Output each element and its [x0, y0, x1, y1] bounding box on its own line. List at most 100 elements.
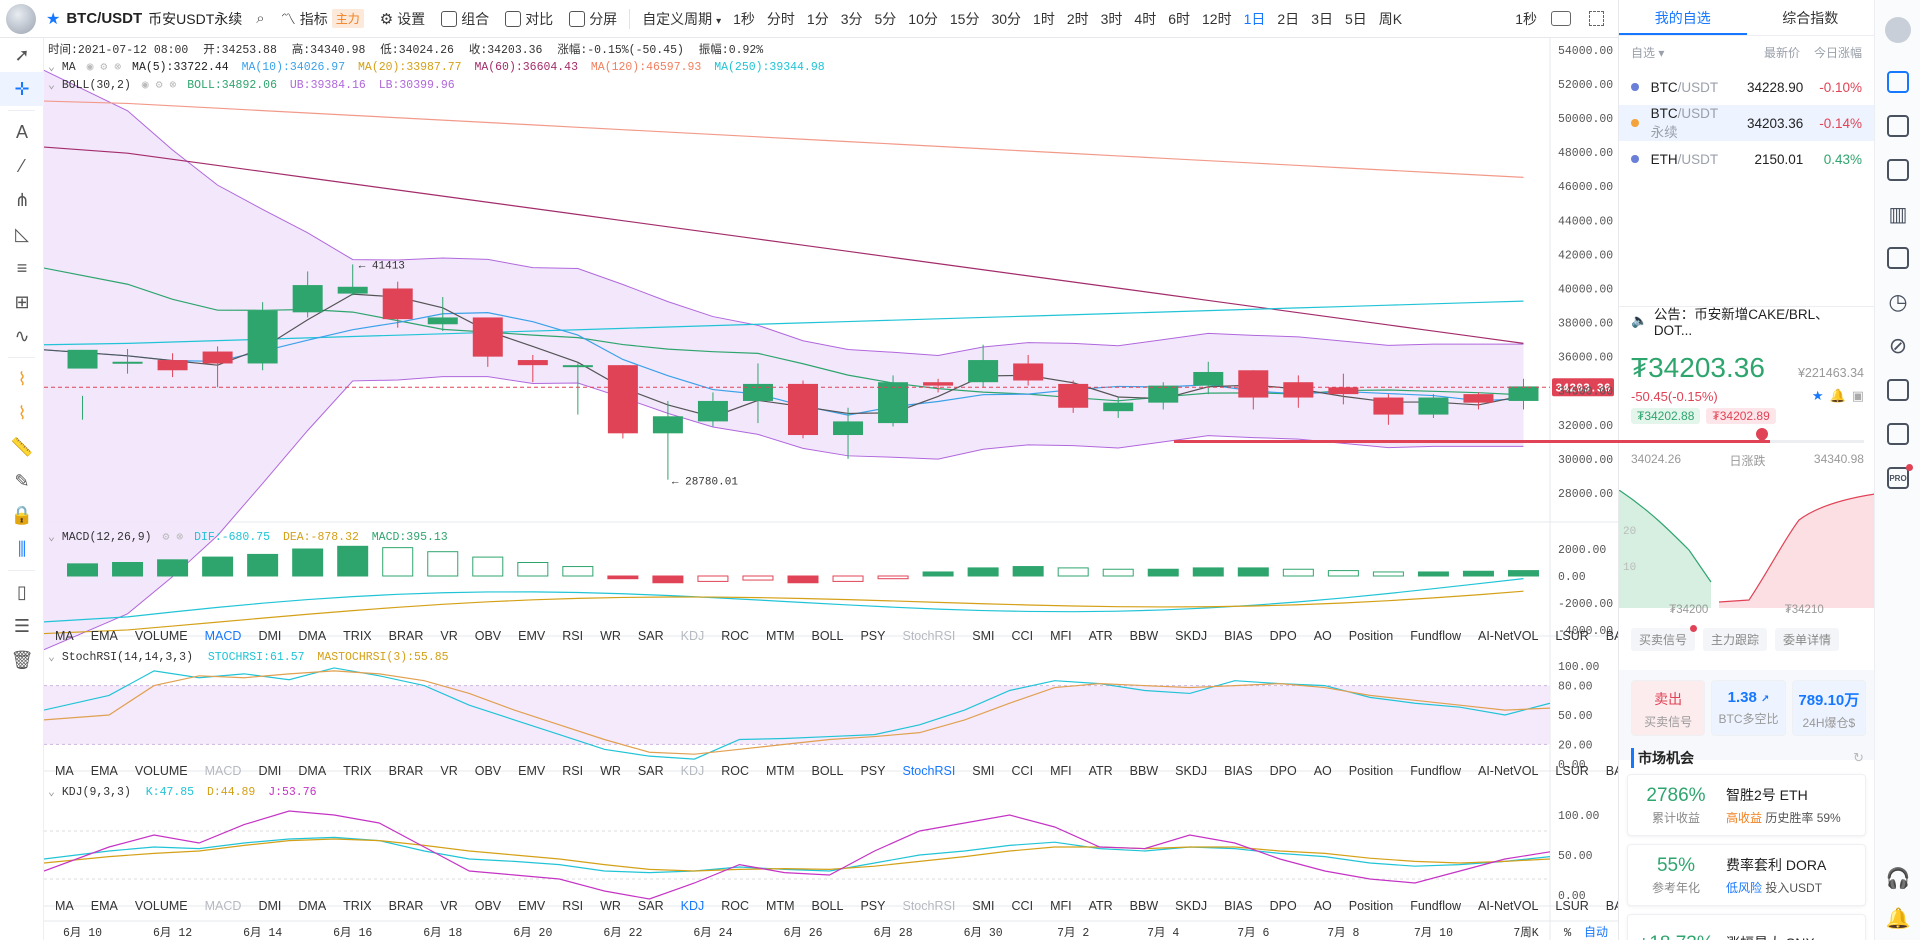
indicator-tab-dpo[interactable]: DPO [1269, 899, 1297, 913]
bars-icon[interactable]: ▥ [1888, 203, 1908, 226]
indicator-tab-wr[interactable]: WR [600, 899, 621, 913]
book-icon[interactable]: ▯ [17, 581, 27, 602]
indicator-tab-emv[interactable]: EMV [518, 629, 546, 643]
magnet-strong-icon[interactable]: ⌇ [17, 402, 27, 423]
indicator-tab-fundflow[interactable]: Fundflow [1410, 764, 1461, 778]
indicator-tab-obv[interactable]: OBV [474, 629, 502, 643]
indicator-tab-brar[interactable]: BRAR [388, 629, 424, 643]
notification-icon[interactable]: 🔔 [1885, 907, 1911, 930]
indicator-tab-macd[interactable]: MACD [204, 629, 242, 643]
interval-17[interactable]: 5日 [1344, 10, 1367, 27]
stochrsi-title[interactable]: StochRSI(14,14,3,3) [61, 651, 193, 664]
crosshair-icon[interactable]: ✛ [0, 72, 44, 106]
indicator-tab-brar[interactable]: BRAR [388, 899, 424, 913]
watchlist-icon[interactable] [1875, 60, 1920, 104]
indicator-tab-macd[interactable]: MACD [204, 764, 242, 778]
headset-icon[interactable]: 🎧 [1885, 867, 1911, 890]
macd-title[interactable]: MACD(12,26,9) [61, 531, 152, 544]
indicator-tab-trix[interactable]: TRIX [343, 764, 372, 778]
indicator-tab-ai-netvol[interactable]: AI-NetVOL [1477, 764, 1539, 778]
signal-card-sell[interactable]: 卖出 买卖信号 [1631, 680, 1706, 736]
indicator-tab-volume[interactable]: VOLUME [134, 899, 188, 913]
indicator-tab-boll[interactable]: BOLL [811, 899, 844, 913]
indicator-tab-boll[interactable]: BOLL [811, 629, 844, 643]
chart-area[interactable]: ← 41413 ← 28780.01 34203.36 54000.00 52000.0… [43, 38, 1854, 940]
indicator-tab-bbw[interactable]: BBW [1129, 899, 1159, 913]
bell-icon[interactable]: 🔔 [1829, 388, 1846, 403]
opportunity-card[interactable]: 2786% 累计收益 智胜2号 ETH 高收益 历史胜率 59% [1627, 774, 1866, 836]
indicator-tab-bbw[interactable]: BBW [1129, 629, 1159, 643]
indicator-tab-position[interactable]: Position [1348, 764, 1394, 778]
indicator-tab-lsur[interactable]: LSUR [1555, 629, 1589, 643]
add-icon[interactable] [1875, 236, 1920, 280]
indicator-tab-brar[interactable]: BRAR [388, 764, 424, 778]
indicator-tab-sar[interactable]: SAR [637, 629, 664, 643]
indicator-tab-emv[interactable]: EMV [518, 899, 546, 913]
indicator-tab-stochrsi[interactable]: StochRSI [902, 764, 956, 778]
indicator-tab-trix[interactable]: TRIX [343, 629, 372, 643]
favorite-star-icon[interactable]: ★ [1811, 388, 1824, 403]
indicator-tab-volume[interactable]: VOLUME [134, 629, 188, 643]
indicator-tab-bias[interactable]: BIAS [1224, 764, 1253, 778]
indicator-tab-volume[interactable]: VOLUME [134, 764, 188, 778]
indicator-tab-psy[interactable]: PSY [860, 629, 886, 643]
indicator-tab-atr[interactable]: ATR [1088, 899, 1113, 913]
bid-chip[interactable]: ₮34202.88 [1631, 408, 1701, 424]
indicator-tab-sar[interactable]: SAR [637, 899, 664, 913]
interval-15[interactable]: 2日 [1277, 10, 1300, 27]
trendline-icon[interactable]: ⁄ [20, 155, 24, 176]
indicator-tab-kdj[interactable]: KDJ [680, 764, 705, 778]
indicator-tab-ema[interactable]: EMA [90, 899, 118, 913]
document-icon[interactable] [1875, 412, 1920, 456]
indicator-tab-wr[interactable]: WR [600, 764, 621, 778]
interval-11[interactable]: 4时 [1134, 10, 1157, 27]
text-icon[interactable]: A [15, 121, 28, 142]
indicator-tab-ma[interactable]: MA [55, 629, 74, 643]
triangle-icon[interactable]: ◺ [15, 223, 29, 244]
signal-card-liquidation[interactable]: 789.10万 24H爆仓$ [1791, 680, 1866, 736]
indicator-tab-dma[interactable]: DMA [298, 629, 327, 643]
indicator-tab-kdj[interactable]: KDJ [680, 899, 705, 913]
fork-icon[interactable]: ⋔ [14, 189, 30, 210]
indicator-tab-cci[interactable]: CCI [1011, 899, 1034, 913]
indicator-tab-mfi[interactable]: MFI [1050, 629, 1072, 643]
indicator-tab-skdj[interactable]: SKDJ [1175, 899, 1208, 913]
combo-button[interactable]: 组合 [441, 9, 489, 29]
star-icon[interactable]: ★ [46, 10, 61, 28]
chart-canvas[interactable]: ← 41413 ← 28780.01 34203.36 54000.00 52000.0… [43, 38, 1618, 940]
indicator-tab-mtm[interactable]: MTM [766, 764, 795, 778]
interval-3[interactable]: 3分 [840, 10, 863, 27]
indicator-tab-stochrsi[interactable]: StochRSI [902, 899, 956, 913]
watchlist-header-name[interactable]: 自选 ▾ [1631, 46, 1665, 60]
signal-card-ratio[interactable]: 1.38 ↗ BTC多空比 [1711, 680, 1786, 736]
cursor-icon[interactable]: ➚ [14, 44, 30, 65]
indicator-tab-skdj[interactable]: SKDJ [1175, 629, 1208, 643]
indicator-tab-bbw[interactable]: BBW [1129, 764, 1159, 778]
indicator-tab-ai-netvol[interactable]: AI-NetVOL [1477, 629, 1539, 643]
indicator-tab-ao[interactable]: AO [1313, 629, 1332, 643]
interval-0[interactable]: 1秒 [733, 10, 755, 27]
indicator-tab-skdj[interactable]: SKDJ [1175, 764, 1208, 778]
indicator-tab-ma[interactable]: MA [55, 899, 74, 913]
indicator-tab-ema[interactable]: EMA [90, 629, 118, 643]
report-icon[interactable] [1875, 148, 1920, 192]
compare-button[interactable]: 对比 [505, 9, 553, 29]
indicator-tab-cci[interactable]: CCI [1011, 629, 1034, 643]
indicator-tab-dpo[interactable]: DPO [1269, 764, 1297, 778]
ma-name[interactable]: MA [61, 61, 76, 74]
indicator-tab-dpo[interactable]: DPO [1269, 629, 1297, 643]
indicator-tab-vr[interactable]: VR [440, 764, 458, 778]
kdj-title[interactable]: KDJ(9,3,3) [61, 786, 131, 799]
wave-icon[interactable]: ∿ [14, 325, 30, 346]
indicator-tab-kdj[interactable]: KDJ [680, 629, 705, 643]
chart-icon[interactable] [1875, 104, 1920, 148]
fullscreen-icon[interactable] [1589, 11, 1604, 26]
ruler-icon[interactable]: 📏 [10, 436, 34, 457]
candle-icon[interactable]: ⫼ [17, 538, 27, 559]
trash-icon[interactable]: 🗑 [10, 649, 34, 670]
interval-7[interactable]: 30分 [991, 10, 1022, 27]
camera-icon[interactable] [1551, 11, 1571, 26]
lines-icon[interactable]: ≡ [16, 257, 28, 278]
indicator-tab-mfi[interactable]: MFI [1050, 899, 1072, 913]
indicator-tab-dmi[interactable]: DMI [258, 899, 282, 913]
